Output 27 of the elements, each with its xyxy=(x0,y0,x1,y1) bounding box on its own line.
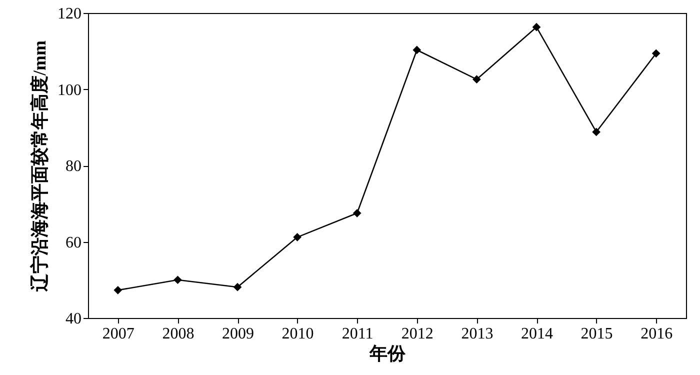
point xyxy=(412,46,422,54)
point xyxy=(174,276,182,284)
x-tick-label: 2011 xyxy=(342,326,374,342)
y-tick-label: 100 xyxy=(58,82,82,99)
point xyxy=(233,282,242,292)
x-tick-label: 2012 xyxy=(401,326,434,342)
point xyxy=(293,232,302,242)
x-tick-label: 2010 xyxy=(282,326,314,342)
point xyxy=(352,208,362,218)
y-tick-label: 40 xyxy=(66,310,82,328)
x-axis-title: 年份 xyxy=(368,344,406,364)
x-tick-label: 2007 xyxy=(102,326,134,342)
x-tick-label: 2009 xyxy=(222,326,254,342)
x-tick-label: 2015 xyxy=(580,326,613,342)
x-tick-label: 2013 xyxy=(461,326,494,342)
x-tick-label: 2016 xyxy=(640,326,673,342)
y-tick-label: 120 xyxy=(58,6,82,22)
point xyxy=(652,49,660,58)
y-tick-label: 80 xyxy=(66,158,82,175)
point xyxy=(472,75,481,84)
y-axis-title: 辽宁沿海海平面较常年高度/mm xyxy=(30,40,50,292)
point xyxy=(592,128,600,136)
x-tick-label: 2014 xyxy=(521,326,553,342)
point xyxy=(114,286,122,294)
y-tick-label: 60 xyxy=(66,234,82,252)
x-tick-label: 2008 xyxy=(162,326,194,342)
point xyxy=(532,22,541,32)
